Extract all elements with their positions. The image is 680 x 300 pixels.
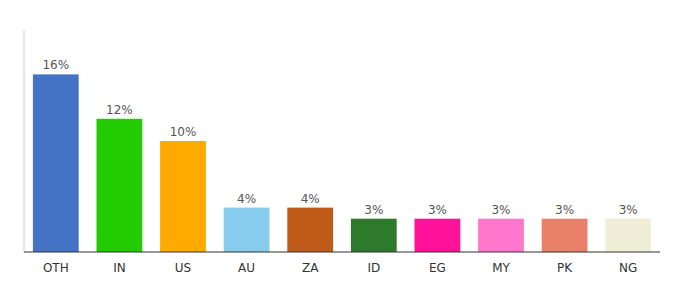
data-label: 3%	[619, 203, 638, 217]
bar	[415, 219, 461, 252]
data-label: 4%	[301, 192, 320, 206]
chart: 16% 12% 10% 4% 4% 3% 3% 3% 3% 3% OTH IN US AU ZA ID EG MY…	[0, 0, 680, 300]
chart-container: 16% 12% 10% 4% 4% 3% 3% 3% 3% 3% OTH IN US AU ZA ID EG MY…	[0, 0, 680, 300]
data-label: 10%	[170, 125, 197, 139]
bars	[33, 74, 651, 252]
bar	[33, 74, 79, 252]
y-axis-line	[24, 30, 25, 252]
data-label: 3%	[555, 203, 574, 217]
x-tick-label: IN	[113, 261, 126, 275]
x-axis-line	[24, 251, 660, 252]
bar	[160, 141, 206, 252]
x-tick-label: ID	[367, 261, 380, 275]
x-tick-label: ZA	[302, 261, 319, 275]
data-label: 12%	[106, 103, 133, 117]
bar	[224, 208, 270, 252]
data-label: 4%	[237, 192, 256, 206]
data-label: 16%	[42, 58, 69, 72]
x-tick-label: AU	[238, 261, 255, 275]
bar	[542, 219, 588, 252]
data-label: 3%	[491, 203, 510, 217]
x-tick-label: OTH	[43, 261, 69, 275]
x-tick-label: US	[175, 261, 191, 275]
x-tick-label: NG	[619, 261, 637, 275]
bar	[478, 219, 524, 252]
x-tick-label: EG	[429, 261, 446, 275]
bar	[97, 119, 143, 252]
data-label: 3%	[428, 203, 447, 217]
bar	[287, 208, 333, 252]
bar	[605, 219, 651, 252]
x-tick-label: PK	[557, 261, 573, 275]
bar	[351, 219, 397, 252]
data-label: 3%	[364, 203, 383, 217]
x-tick-label: MY	[492, 261, 510, 275]
page: {"chart_data": {"type": "bar", "categori…	[0, 0, 680, 300]
